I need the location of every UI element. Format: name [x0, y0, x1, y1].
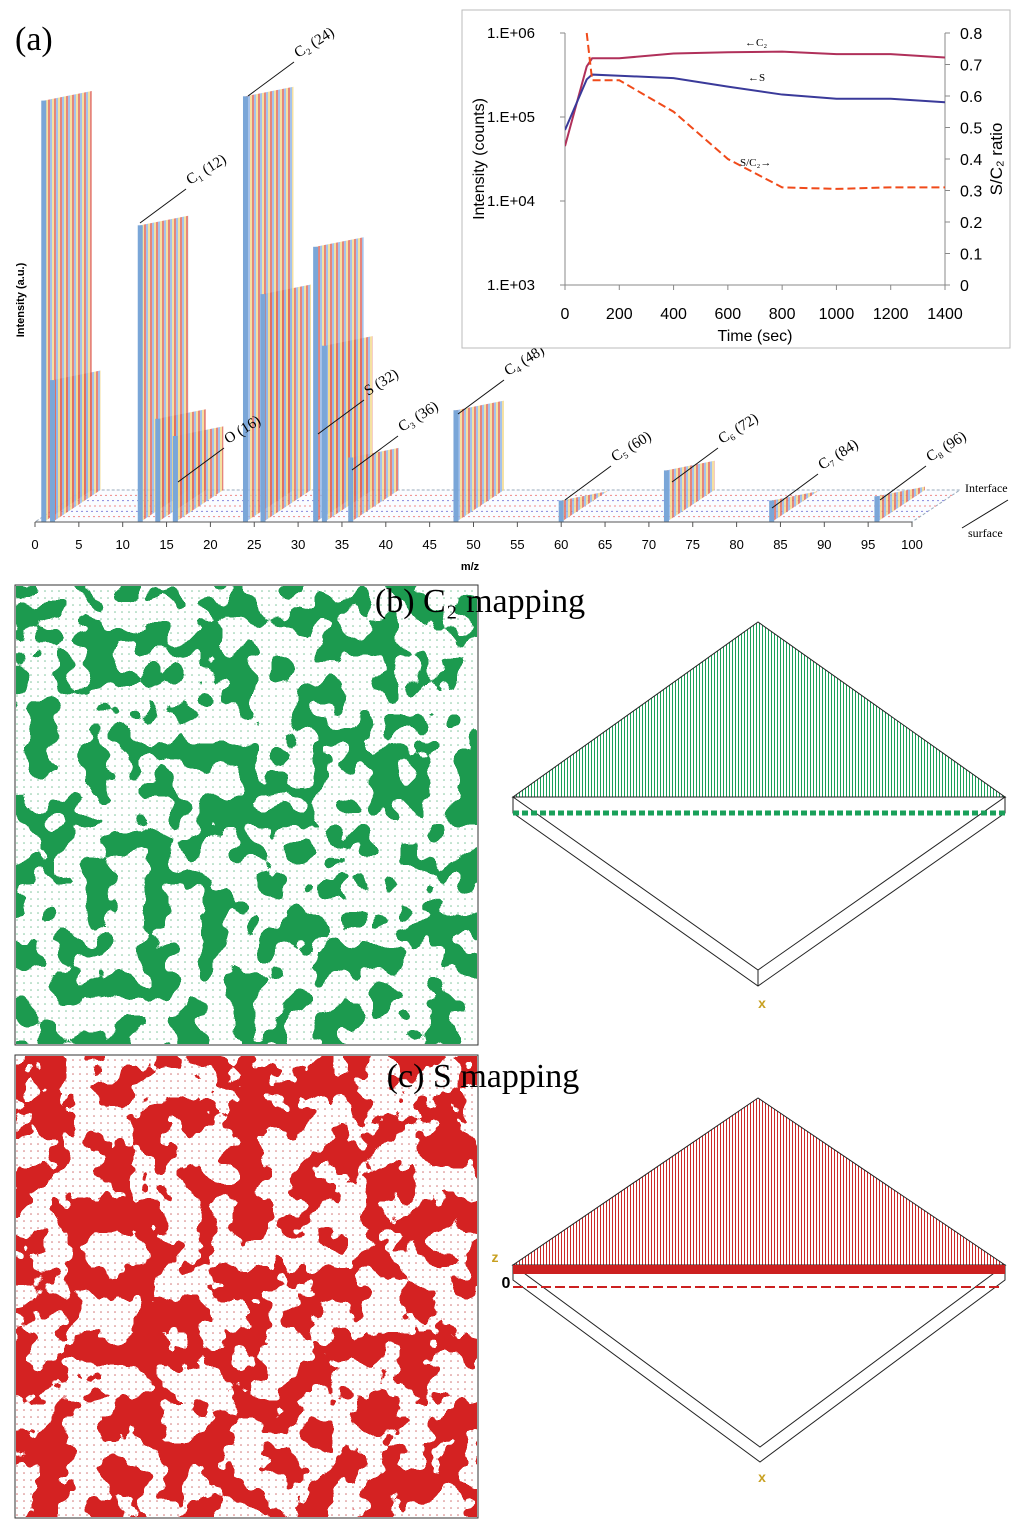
peak-label: C₂ (24) — [292, 25, 338, 62]
peak-label: C₁ (12) — [184, 152, 230, 189]
line-annotation: ←C₂ — [745, 37, 767, 49]
bar — [173, 436, 178, 522]
bar — [50, 380, 55, 522]
y2-tick-label: 0.4 — [960, 152, 982, 169]
y-axis-label: Intensity (counts) — [471, 98, 488, 220]
bar — [313, 247, 318, 522]
peak-label: C₈ (96) — [924, 429, 970, 466]
s-slab-edge — [513, 1265, 1005, 1274]
y-tick-label: 1.E+03 — [487, 277, 535, 294]
bar — [41, 101, 46, 522]
peak-label: C₇ (84) — [816, 437, 862, 474]
x-tick-label: 25 — [247, 537, 261, 552]
bar — [874, 496, 879, 522]
y2-tick-label: 0.6 — [960, 89, 982, 106]
x-tick-label: 45 — [422, 537, 436, 552]
x-tick-label: 1200 — [873, 306, 909, 323]
axis-label: z — [492, 1249, 499, 1265]
bar — [138, 225, 143, 522]
bar — [453, 410, 458, 522]
peak-label: C₆ (72) — [716, 411, 762, 448]
x-tick-label: 85 — [773, 537, 787, 552]
y2-tick-label: 0.1 — [960, 247, 982, 264]
s-slab-top — [513, 1098, 1005, 1265]
depth-arrow — [962, 500, 1008, 528]
y2-tick-label: 0 — [960, 278, 969, 295]
page: {"panel_label": "(a)", "chart_data": [ {… — [0, 0, 1013, 1521]
c2-slab-top — [513, 622, 1005, 797]
peak-label: C₅ (60) — [609, 429, 655, 466]
panel-label: (a) — [15, 21, 53, 58]
y-tick-label: 1.E+05 — [487, 109, 535, 126]
x-tick-label: 35 — [335, 537, 349, 552]
x-tick-label: 800 — [769, 306, 796, 323]
axis-label: x — [758, 1469, 766, 1485]
s-map — [16, 1056, 477, 1517]
line-annotation: S/C₂→ — [740, 157, 771, 169]
x-tick-label: 20 — [203, 537, 217, 552]
x-tick-label: 100 — [901, 537, 923, 552]
x-tick-label: 75 — [686, 537, 700, 552]
y2-tick-label: 0.7 — [960, 58, 982, 75]
bar — [261, 294, 266, 522]
figure: (a) 0 5 10 15 20 25 30 35 40 45 50 55 60 65 70 75 80 85 90… — [0, 0, 1013, 1521]
y2-tick-label: 0.3 — [960, 184, 982, 201]
x-tick-label: 40 — [379, 537, 393, 552]
x-tick-label: 1000 — [819, 306, 855, 323]
x-tick-label: 0 — [31, 537, 38, 552]
line-annotation: ←S — [748, 72, 765, 84]
x-tick-label: 10 — [115, 537, 129, 552]
x-tick-label: 95 — [861, 537, 875, 552]
bar — [664, 470, 669, 522]
x-tick-label: 1400 — [927, 306, 963, 323]
y-axis-label: Intensity (a.u.) — [15, 262, 27, 337]
y2-tick-label: 0.8 — [960, 26, 982, 43]
axis-label: 0 — [502, 1275, 511, 1292]
y2-tick-label: 0.5 — [960, 121, 982, 138]
peak-ridge — [263, 285, 311, 523]
inset-frame — [462, 10, 1010, 348]
c2-slab — [513, 797, 1005, 986]
panel-title: (c) S mapping — [387, 1058, 580, 1095]
bar — [322, 346, 327, 522]
x-tick-label: 30 — [291, 537, 305, 552]
axis-label: x — [758, 995, 766, 1011]
y2-tick-label: 0.2 — [960, 215, 982, 232]
peak-label: C₃ (36) — [396, 399, 442, 436]
x-tick-label: 90 — [817, 537, 831, 552]
x-tick-label: 0 — [561, 306, 570, 323]
y-tick-label: 1.E+04 — [487, 193, 535, 210]
x-axis-label: Time (sec) — [718, 328, 793, 345]
x-tick-label: 65 — [598, 537, 612, 552]
y-tick-label: 1.E+06 — [487, 25, 535, 42]
x-tick-label: 600 — [715, 306, 742, 323]
depth-label: Interface — [965, 481, 1008, 495]
y2-axis-label: S/C₂ ratio — [987, 123, 1006, 196]
bar — [559, 501, 564, 523]
depth-label: surface — [968, 526, 1003, 540]
x-tick-label: 50 — [466, 537, 480, 552]
x-tick-label: 55 — [510, 537, 524, 552]
c2-map — [16, 586, 477, 1044]
panel-title: (b) C₂ mapping — [375, 583, 585, 620]
x-tick-label: 15 — [159, 537, 173, 552]
s-slab — [513, 1265, 1005, 1462]
x-axis-label: m/z — [461, 561, 480, 573]
bar — [243, 96, 248, 522]
x-tick-label: 80 — [729, 537, 743, 552]
x-tick-label: 200 — [606, 306, 633, 323]
bar — [155, 419, 160, 522]
x-tick-label: 60 — [554, 537, 568, 552]
x-tick-label: 5 — [75, 537, 82, 552]
bar — [348, 458, 353, 523]
x-tick-label: 70 — [642, 537, 656, 552]
body: (a) 0 5 10 15 20 25 30 35 40 45 50 55 60 65 70 75 80 85 90… — [0, 0, 1013, 1521]
x-tick-label: 400 — [660, 306, 687, 323]
bar — [769, 501, 774, 523]
